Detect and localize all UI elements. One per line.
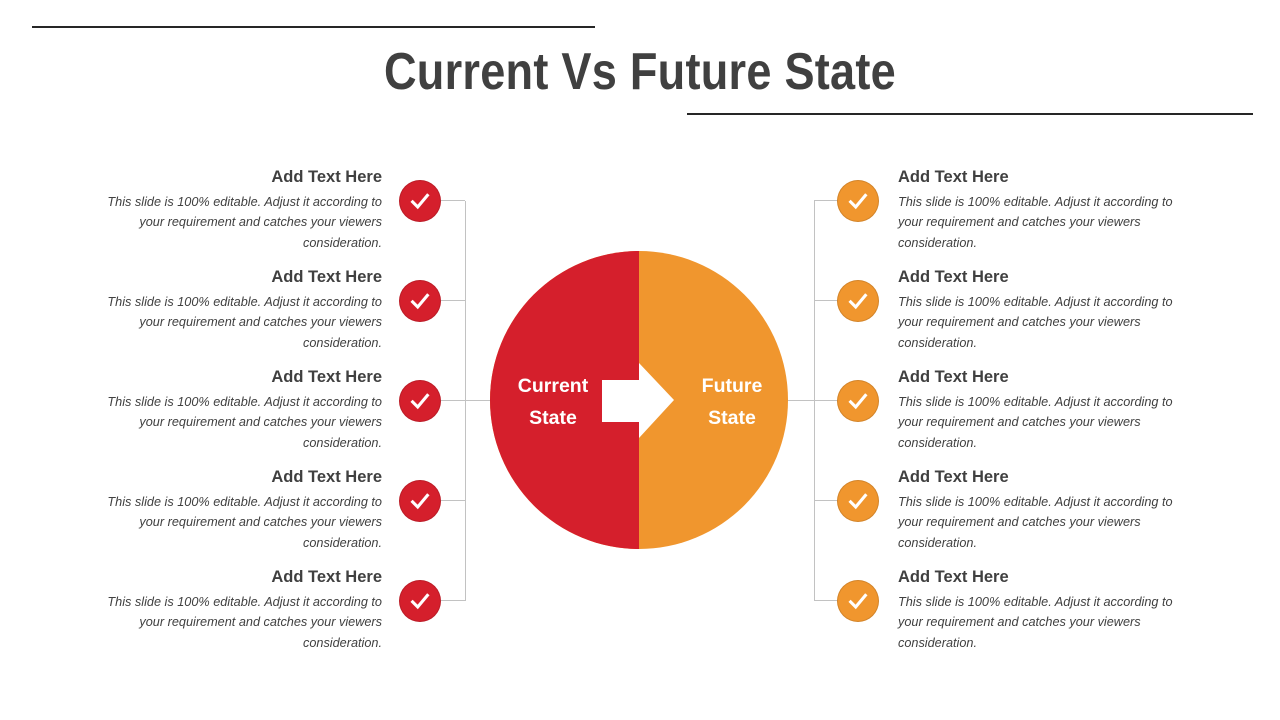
- svg-text:Current: Current: [518, 375, 589, 397]
- svg-text:State: State: [708, 407, 756, 429]
- svg-text:State: State: [529, 407, 577, 429]
- svg-text:Future: Future: [702, 375, 763, 397]
